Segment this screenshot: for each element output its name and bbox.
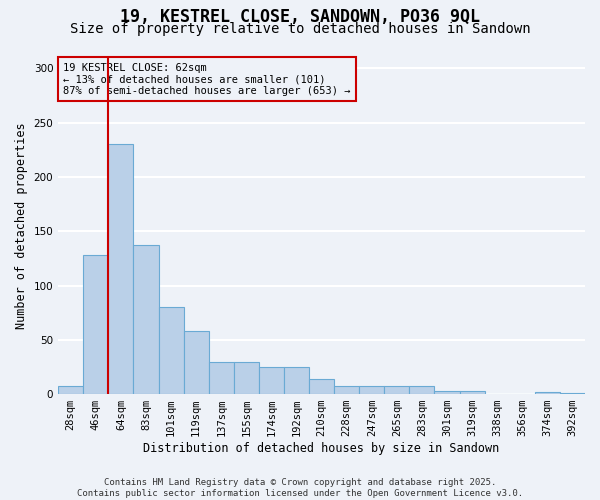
Bar	[184, 331, 209, 394]
Bar	[359, 386, 385, 394]
Bar	[334, 386, 359, 394]
Bar	[259, 367, 284, 394]
Bar	[209, 362, 234, 394]
Bar	[158, 307, 184, 394]
Bar	[309, 379, 334, 394]
Bar	[409, 386, 434, 394]
Bar	[133, 246, 158, 394]
Text: Size of property relative to detached houses in Sandown: Size of property relative to detached ho…	[70, 22, 530, 36]
Bar	[460, 391, 485, 394]
Bar	[560, 393, 585, 394]
Text: 19, KESTREL CLOSE, SANDOWN, PO36 9QL: 19, KESTREL CLOSE, SANDOWN, PO36 9QL	[120, 8, 480, 26]
Bar	[234, 362, 259, 394]
X-axis label: Distribution of detached houses by size in Sandown: Distribution of detached houses by size …	[143, 442, 500, 455]
Bar	[434, 391, 460, 394]
Bar	[109, 144, 133, 394]
Text: Contains HM Land Registry data © Crown copyright and database right 2025.
Contai: Contains HM Land Registry data © Crown c…	[77, 478, 523, 498]
Bar	[284, 367, 309, 394]
Bar	[83, 255, 109, 394]
Y-axis label: Number of detached properties: Number of detached properties	[15, 122, 28, 329]
Bar	[58, 386, 83, 394]
Bar	[385, 386, 409, 394]
Text: 19 KESTREL CLOSE: 62sqm
← 13% of detached houses are smaller (101)
87% of semi-d: 19 KESTREL CLOSE: 62sqm ← 13% of detache…	[64, 62, 351, 96]
Bar	[535, 392, 560, 394]
